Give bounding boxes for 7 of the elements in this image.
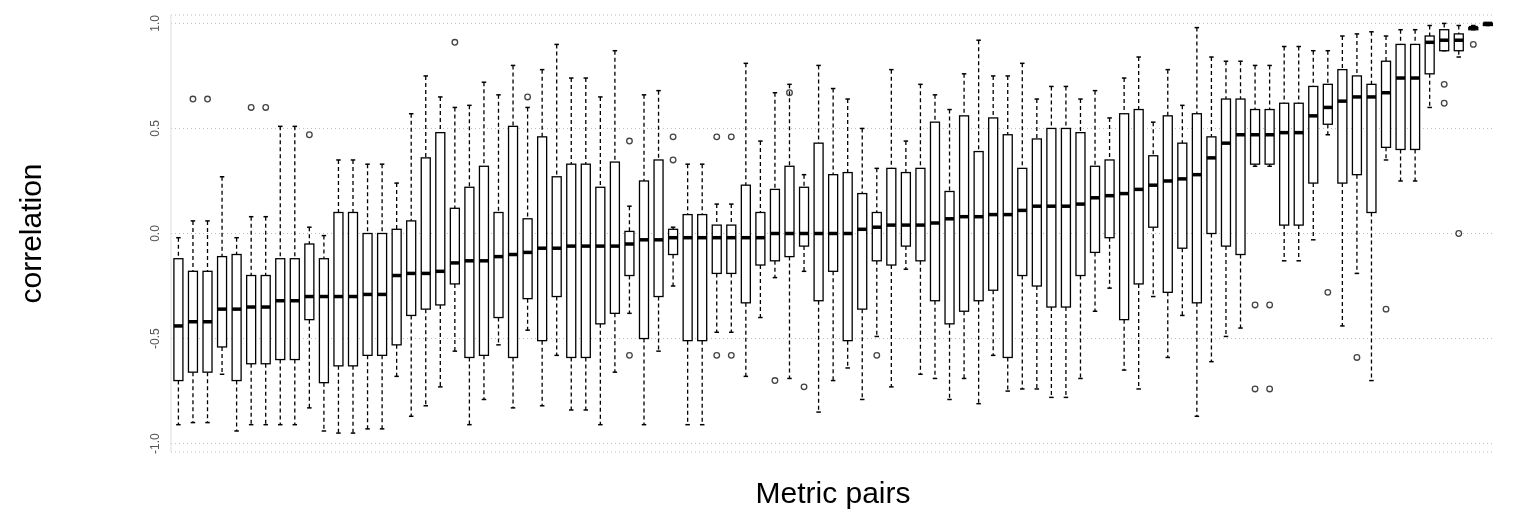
y-tick-label: 1.0 <box>148 14 162 32</box>
x-axis-title: Metric pairs <box>755 476 911 509</box>
y-tick-label: 0.0 <box>148 224 162 242</box>
y-tick-label: 0.5 <box>148 119 162 137</box>
y-tick-label: -0.5 <box>148 327 162 349</box>
y-axis-title: correlation <box>13 163 47 304</box>
y-tick-label: -1.0 <box>148 432 162 454</box>
